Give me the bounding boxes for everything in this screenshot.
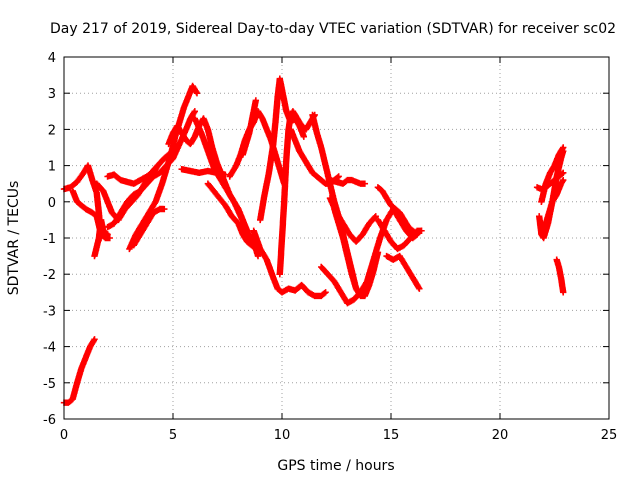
y-tick-label: 0 bbox=[48, 196, 56, 211]
series-arc-z bbox=[383, 252, 423, 292]
series-arc-l bbox=[204, 180, 262, 260]
data-point-markers bbox=[104, 162, 161, 187]
series-arc-j bbox=[191, 115, 260, 253]
data-point-markers bbox=[91, 216, 111, 260]
x-tick-label: 15 bbox=[383, 428, 400, 443]
series-arc-v bbox=[326, 176, 369, 187]
data-point-markers bbox=[383, 252, 423, 292]
series-arc-h bbox=[130, 205, 168, 249]
data-point-markers bbox=[276, 108, 318, 278]
x-axis-label: GPS time / hours bbox=[277, 458, 394, 474]
chart-title: Day 217 of 2019, Sidereal Day-to-day VTE… bbox=[50, 21, 616, 37]
series-arc-w bbox=[331, 205, 360, 292]
y-tick-label: -4 bbox=[43, 341, 56, 356]
axis-ticks: 0 5 10 15 20 25 -6 -5 -4 -3 -2 -1 0 1 2 3 4 bbox=[43, 51, 617, 443]
y-tick-label: -3 bbox=[43, 304, 56, 319]
x-tick-label: 0 bbox=[60, 428, 68, 443]
series-arc-p bbox=[250, 227, 329, 300]
series-arc-q bbox=[276, 108, 318, 278]
x-tick-label: 20 bbox=[492, 428, 509, 443]
grid-lines bbox=[64, 57, 609, 419]
data-point-markers bbox=[204, 180, 262, 260]
series-arc-late-c bbox=[538, 144, 567, 205]
y-tick-label: 4 bbox=[48, 51, 56, 66]
data-series bbox=[60, 75, 567, 406]
y-tick-label: -2 bbox=[43, 268, 56, 283]
y-tick-label: -1 bbox=[43, 232, 56, 247]
series-arc-f bbox=[104, 162, 161, 187]
y-tick-label: 1 bbox=[48, 160, 56, 175]
data-point-markers bbox=[374, 184, 421, 238]
series-arc-late-e bbox=[553, 256, 567, 296]
data-point-markers bbox=[553, 256, 567, 296]
data-point-markers bbox=[257, 75, 307, 224]
data-point-markers bbox=[250, 227, 329, 300]
data-point-markers bbox=[538, 144, 567, 205]
series-arc-n bbox=[239, 97, 260, 158]
x-tick-label: 10 bbox=[274, 428, 291, 443]
series-arc-c bbox=[91, 216, 111, 260]
x-tick-label: 25 bbox=[601, 428, 618, 443]
y-tick-label: 3 bbox=[48, 87, 56, 102]
x-tick-label: 5 bbox=[169, 428, 177, 443]
data-point-markers bbox=[178, 166, 229, 178]
data-point-markers bbox=[331, 205, 360, 292]
y-tick-label: -5 bbox=[43, 377, 56, 392]
y-tick-label: -6 bbox=[43, 413, 56, 428]
data-point-markers bbox=[130, 205, 168, 249]
y-axis-label: SDTVAR / TECUs bbox=[6, 181, 22, 296]
data-point-markers bbox=[191, 115, 260, 253]
series-arc-late-d bbox=[540, 176, 567, 234]
y-tick-label: 2 bbox=[48, 123, 56, 138]
data-point-markers bbox=[239, 97, 260, 158]
series-arc-o bbox=[257, 75, 307, 224]
series-arc-y bbox=[374, 184, 421, 238]
series-arc-k bbox=[178, 166, 229, 178]
data-point-markers bbox=[326, 176, 369, 187]
data-point-markers bbox=[540, 176, 567, 234]
